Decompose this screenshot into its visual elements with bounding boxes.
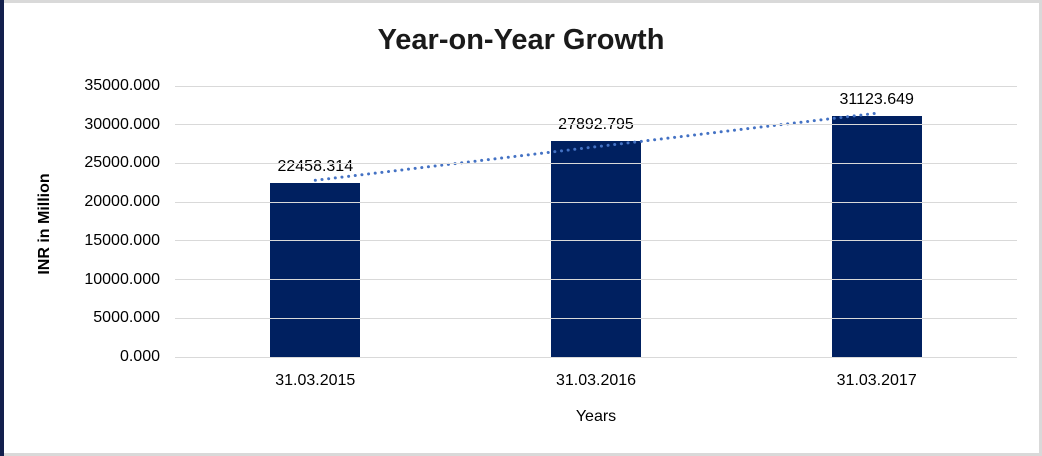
bar (831, 116, 922, 357)
y-tick-label: 20000.000 (84, 193, 160, 211)
gridline (175, 356, 1017, 358)
bar (551, 141, 641, 357)
gridline (175, 162, 1017, 164)
gridline (175, 317, 1017, 319)
bar-value-label: 31123.649 (839, 91, 914, 108)
trendline-dotted-line (313, 111, 879, 182)
y-tick-label: 35000.000 (84, 77, 160, 94)
y-tick-label: 15000.000 (84, 231, 160, 249)
gridline (175, 240, 1017, 242)
frame-edge-right (1039, 0, 1042, 456)
y-tick-label: 10000.000 (84, 270, 160, 288)
frame-edge-left (0, 0, 4, 456)
frame-edge-top (0, 0, 1042, 3)
gridline (175, 124, 1017, 126)
y-tick-label: 25000.000 (84, 154, 160, 172)
frame-edge-bottom (0, 453, 1042, 456)
bar-value-label: 22458.314 (277, 158, 354, 176)
bar (270, 183, 361, 357)
y-tick-label: 0.000 (119, 348, 160, 365)
x-axis-title: Years (575, 408, 617, 425)
y-axis-title: INR in Million (36, 173, 53, 275)
x-tick-label: 31.03.2017 (836, 372, 917, 389)
x-tick-label: 31.03.2015 (275, 372, 356, 389)
gridline (175, 279, 1017, 281)
y-tick-label: 30000.000 (84, 115, 160, 133)
x-tick-label: 31.03.2016 (555, 372, 637, 389)
gridline (175, 201, 1017, 203)
trendline (313, 111, 879, 182)
chart-title: Year-on-Year Growth (377, 24, 665, 56)
y-tick-label: 5000.000 (93, 309, 160, 327)
gridline (175, 85, 1017, 87)
